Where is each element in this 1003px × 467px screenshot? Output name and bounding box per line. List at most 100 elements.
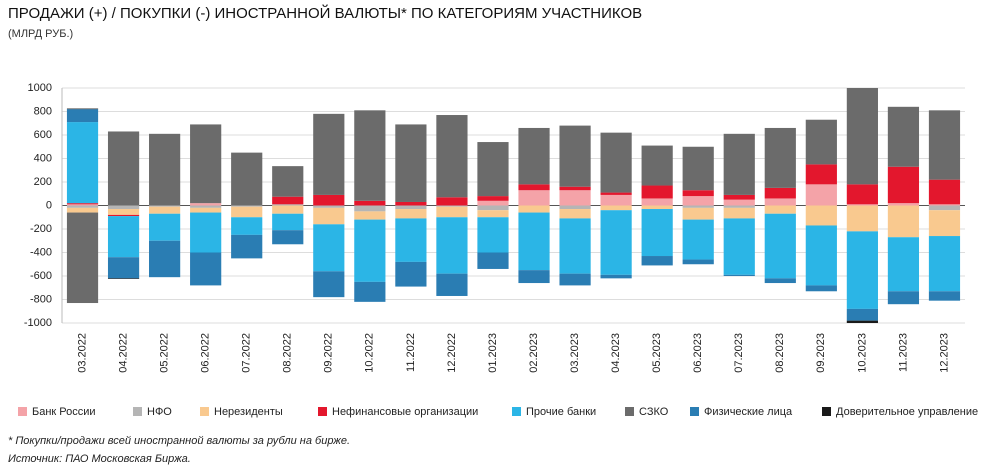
legend-swatch bbox=[18, 407, 27, 416]
bar-segment bbox=[313, 224, 345, 272]
legend-swatch bbox=[822, 407, 831, 416]
y-tick-label: 200 bbox=[34, 176, 52, 188]
bar-segment bbox=[272, 166, 304, 197]
bar-segment bbox=[928, 179, 961, 205]
bar-segment bbox=[928, 110, 961, 180]
x-tick-label: 10.2023 bbox=[856, 333, 868, 373]
x-tick-label: 06.2022 bbox=[200, 333, 212, 373]
bar-segment bbox=[764, 198, 796, 206]
bar-segment bbox=[846, 204, 878, 206]
y-tick-label: 600 bbox=[34, 129, 52, 141]
legend-swatch bbox=[690, 407, 699, 416]
y-tick-label: -600 bbox=[30, 270, 52, 282]
bar-segment bbox=[477, 252, 509, 269]
bar-segment bbox=[436, 217, 468, 274]
bar-segment bbox=[682, 190, 714, 197]
bar-segment bbox=[805, 119, 837, 165]
bar-segment bbox=[272, 204, 304, 206]
legend-label: НФО bbox=[147, 406, 172, 418]
y-tick-label: 1000 bbox=[28, 82, 52, 94]
bar-segment bbox=[846, 320, 878, 323]
x-tick-label: 03.2022 bbox=[76, 333, 88, 373]
bar-segment bbox=[928, 236, 961, 292]
bar-segment bbox=[190, 212, 222, 253]
bar-segment bbox=[846, 184, 878, 205]
bar-segment bbox=[559, 209, 591, 219]
bar-segment bbox=[313, 271, 345, 298]
legend-swatch bbox=[133, 407, 142, 416]
legend-label: Доверительное управление bbox=[836, 406, 978, 418]
x-tick-label: 02.2023 bbox=[528, 333, 540, 373]
bar-segment bbox=[436, 197, 468, 206]
legend-swatch bbox=[625, 407, 634, 416]
bar-segment bbox=[66, 109, 99, 123]
bar-segment bbox=[272, 205, 304, 214]
bar-segment bbox=[149, 133, 181, 206]
bar-segment bbox=[764, 127, 796, 188]
bar-segment bbox=[723, 207, 755, 219]
bar-segment bbox=[436, 115, 468, 198]
x-tick-label: 09.2023 bbox=[815, 333, 827, 373]
legend-label: СЗКО bbox=[639, 406, 669, 418]
bar-segment bbox=[66, 203, 99, 205]
x-tick-label: 07.2023 bbox=[733, 333, 745, 373]
bar-segment bbox=[272, 196, 304, 205]
bar-segment bbox=[313, 207, 345, 225]
x-tick-label: 12.2023 bbox=[938, 333, 950, 373]
bar-segment bbox=[395, 218, 427, 262]
legend-swatch bbox=[512, 407, 521, 416]
bar-segment bbox=[107, 257, 140, 279]
bar-segment bbox=[764, 213, 796, 279]
y-tick-label: -800 bbox=[30, 293, 52, 305]
chart-title: ПРОДАЖИ (+) / ПОКУПКИ (-) ИНОСТРАННОЙ ВА… bbox=[8, 4, 642, 22]
bar-segment bbox=[190, 252, 222, 286]
bar-segment bbox=[723, 199, 755, 206]
x-tick-label: 10.2022 bbox=[364, 333, 376, 373]
legend-label: Банк России bbox=[32, 406, 96, 418]
bar-segment bbox=[723, 205, 755, 208]
bar-segment bbox=[477, 142, 509, 197]
bar-segment bbox=[149, 205, 181, 207]
bar-segment bbox=[66, 204, 99, 206]
bar-segment bbox=[682, 146, 714, 191]
bar-segment bbox=[764, 278, 796, 284]
bar-segment bbox=[272, 230, 304, 245]
bar-segment bbox=[477, 200, 509, 206]
legend-label: Прочие банки bbox=[526, 406, 596, 418]
bar-segment bbox=[559, 125, 591, 187]
bar-segment bbox=[190, 205, 222, 208]
bar-segment bbox=[723, 194, 755, 200]
bar-segment bbox=[723, 274, 755, 276]
bar-segment bbox=[354, 110, 386, 201]
bar-segment bbox=[805, 225, 837, 286]
bar-segment bbox=[641, 256, 673, 266]
x-tick-label: 07.2022 bbox=[241, 333, 253, 373]
bar-segment bbox=[313, 194, 345, 206]
bar-segment bbox=[887, 237, 920, 292]
bar-segment bbox=[682, 196, 714, 206]
bar-segment bbox=[66, 108, 99, 110]
chart-subtitle: (МЛРД РУБ.) bbox=[8, 28, 73, 40]
bar-segment bbox=[846, 88, 878, 185]
x-tick-label: 09.2022 bbox=[323, 333, 335, 373]
bar-segment bbox=[600, 210, 632, 275]
bar-segment bbox=[395, 124, 427, 202]
x-tick-label: 03.2023 bbox=[569, 333, 581, 373]
bar-segment bbox=[354, 211, 386, 220]
legend-swatch bbox=[200, 407, 209, 416]
bar-segment bbox=[887, 205, 920, 238]
bar-segment bbox=[887, 291, 920, 305]
bar-segment bbox=[805, 164, 837, 185]
bar-segment bbox=[518, 127, 550, 185]
bar-segment bbox=[559, 273, 591, 286]
bar-segment bbox=[600, 132, 632, 193]
bar-segment bbox=[354, 281, 386, 302]
bar-segment bbox=[928, 204, 961, 206]
bar-segment bbox=[641, 145, 673, 186]
bar-segment bbox=[600, 194, 632, 206]
bar-segment bbox=[723, 133, 755, 195]
bar-segment bbox=[231, 152, 263, 206]
bar-segment bbox=[313, 113, 345, 195]
